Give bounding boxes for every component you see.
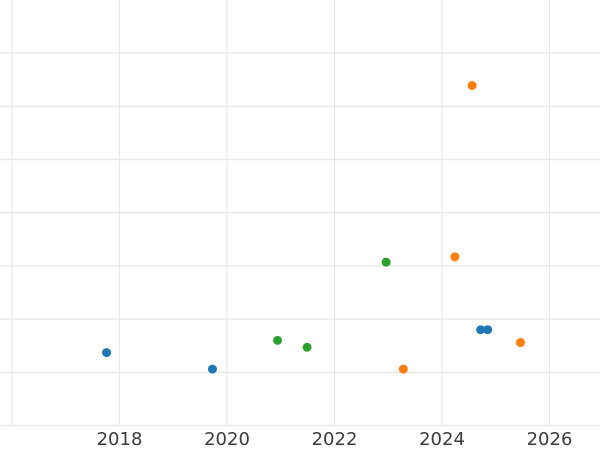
x-tick-label: 2022: [312, 429, 358, 450]
data-point-blue: [102, 348, 112, 358]
data-point-blue: [476, 325, 486, 335]
data-point-orange: [467, 81, 477, 91]
data-point-orange: [398, 364, 408, 374]
x-tick-label: 2018: [97, 429, 143, 450]
data-point-green: [302, 342, 312, 352]
data-point-green: [273, 335, 283, 345]
data-point-green: [381, 257, 391, 267]
data-point-blue: [207, 364, 217, 374]
x-tick-label: 2024: [419, 429, 465, 450]
data-point-orange: [450, 252, 460, 262]
x-tick-label: 2020: [204, 429, 250, 450]
data-point-orange: [515, 338, 525, 348]
x-tick-label: 2026: [527, 429, 573, 450]
data-point-blue: [483, 325, 493, 335]
